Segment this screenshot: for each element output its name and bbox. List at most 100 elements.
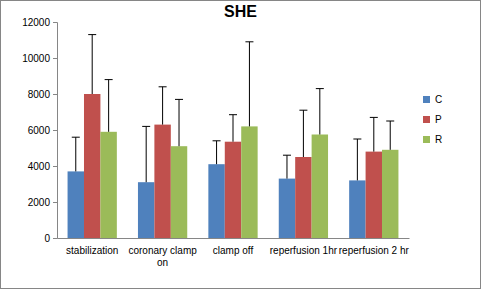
x-tick-label-line: coronary clamp xyxy=(128,245,197,256)
bar xyxy=(100,132,116,238)
error-cap xyxy=(386,121,394,122)
y-tick: 8000 xyxy=(28,89,57,100)
y-tick-mark xyxy=(53,166,57,167)
bar xyxy=(382,150,398,238)
error-bar xyxy=(72,137,80,171)
plot: 020004000600080001000012000stabilization… xyxy=(22,17,409,268)
error-line xyxy=(249,42,250,127)
bars xyxy=(68,35,399,238)
y-axis-line xyxy=(53,23,58,239)
x-tick-label: stabilization xyxy=(66,245,118,256)
y-tick: 0 xyxy=(44,233,57,244)
error-bar xyxy=(316,89,324,135)
x-tick-label: coronary clampon xyxy=(128,245,197,268)
y-tick-label: 4000 xyxy=(28,161,51,172)
y-tick-mark xyxy=(53,130,57,131)
x-tick-label-line: on xyxy=(157,257,168,268)
y-tick: 6000 xyxy=(28,125,57,136)
bar xyxy=(68,171,84,238)
series xyxy=(84,35,382,238)
error-cap xyxy=(175,99,183,100)
bar xyxy=(225,142,241,238)
error-bar xyxy=(283,155,291,178)
error-line xyxy=(179,99,180,146)
error-bar xyxy=(353,139,361,180)
x-tick-label-line: reperfusion 2 hr xyxy=(339,245,410,256)
y-axis: 020004000600080001000012000 xyxy=(22,17,57,244)
error-line xyxy=(357,139,358,180)
error-cap xyxy=(353,139,361,140)
error-cap xyxy=(88,34,96,35)
error-bar xyxy=(386,121,394,150)
error-cap xyxy=(283,155,291,156)
bar xyxy=(84,94,100,238)
error-cap xyxy=(159,86,167,87)
x-tick-label-line: reperfusion 1hr xyxy=(270,245,338,256)
x-tick: stabilization xyxy=(66,245,118,256)
error-line xyxy=(92,35,93,94)
error-cap xyxy=(316,88,324,89)
y-tick-mark xyxy=(53,94,57,95)
legend: CPR xyxy=(423,94,442,145)
y-tick-mark xyxy=(53,22,57,23)
error-cap xyxy=(142,126,150,127)
y-tick: 10000 xyxy=(22,53,57,64)
error-cap xyxy=(370,117,378,118)
y-tick: 4000 xyxy=(28,161,57,172)
error-line xyxy=(286,155,287,178)
x-tick-label: reperfusion 2 hr xyxy=(339,245,410,256)
x-tick: clamp off xyxy=(213,245,254,256)
error-bar xyxy=(229,115,237,142)
error-line xyxy=(108,80,109,132)
legend-label: C xyxy=(435,94,442,105)
error-line xyxy=(216,141,217,164)
y-tick-label: 10000 xyxy=(22,53,50,64)
bar xyxy=(349,180,365,238)
bar xyxy=(241,126,257,238)
x-tick: reperfusion 1hr xyxy=(270,245,338,256)
y-tick-label: 12000 xyxy=(22,17,50,28)
error-bar xyxy=(88,35,96,94)
x-tick-label: clamp off xyxy=(213,245,254,256)
x-tick: reperfusion 2 hr xyxy=(339,245,410,256)
legend-label: P xyxy=(435,114,442,125)
y-tick-mark xyxy=(53,202,57,203)
error-bar xyxy=(370,117,378,151)
error-line xyxy=(233,115,234,142)
y-tick-label: 8000 xyxy=(28,89,51,100)
y-tick-label: 0 xyxy=(44,233,50,244)
error-cap xyxy=(299,110,307,111)
x-tick-label-line: clamp off xyxy=(213,245,254,256)
legend-item: R xyxy=(423,134,442,145)
error-cap xyxy=(213,140,221,141)
series xyxy=(100,42,398,238)
error-line xyxy=(75,137,76,171)
error-cap xyxy=(105,79,113,80)
legend-item: P xyxy=(423,114,442,125)
series xyxy=(68,126,366,238)
error-line xyxy=(146,126,147,182)
error-bar xyxy=(299,110,307,157)
error-bar xyxy=(213,141,221,164)
legend-swatch xyxy=(423,96,430,103)
error-bar xyxy=(245,42,253,127)
bar xyxy=(312,135,328,239)
error-bar xyxy=(159,87,167,125)
x-tick: coronary clampon xyxy=(128,245,197,268)
bar xyxy=(208,164,224,238)
legend-label: R xyxy=(435,134,442,145)
x-axis: stabilization coronary clampon clamp off re… xyxy=(58,239,410,269)
x-axis-line xyxy=(58,238,410,239)
chart: 020004000600080001000012000stabilization… xyxy=(0,0,481,289)
x-tick-label-line: stabilization xyxy=(66,245,118,256)
error-bar xyxy=(175,99,183,146)
y-tick: 12000 xyxy=(22,17,57,28)
bar xyxy=(295,157,311,238)
error-cap xyxy=(229,114,237,115)
y-tick-mark xyxy=(53,238,57,239)
error-line xyxy=(373,117,374,151)
chart-border xyxy=(1,1,481,289)
bar xyxy=(138,182,154,238)
title: SHE xyxy=(224,3,257,20)
error-cap xyxy=(245,41,253,42)
